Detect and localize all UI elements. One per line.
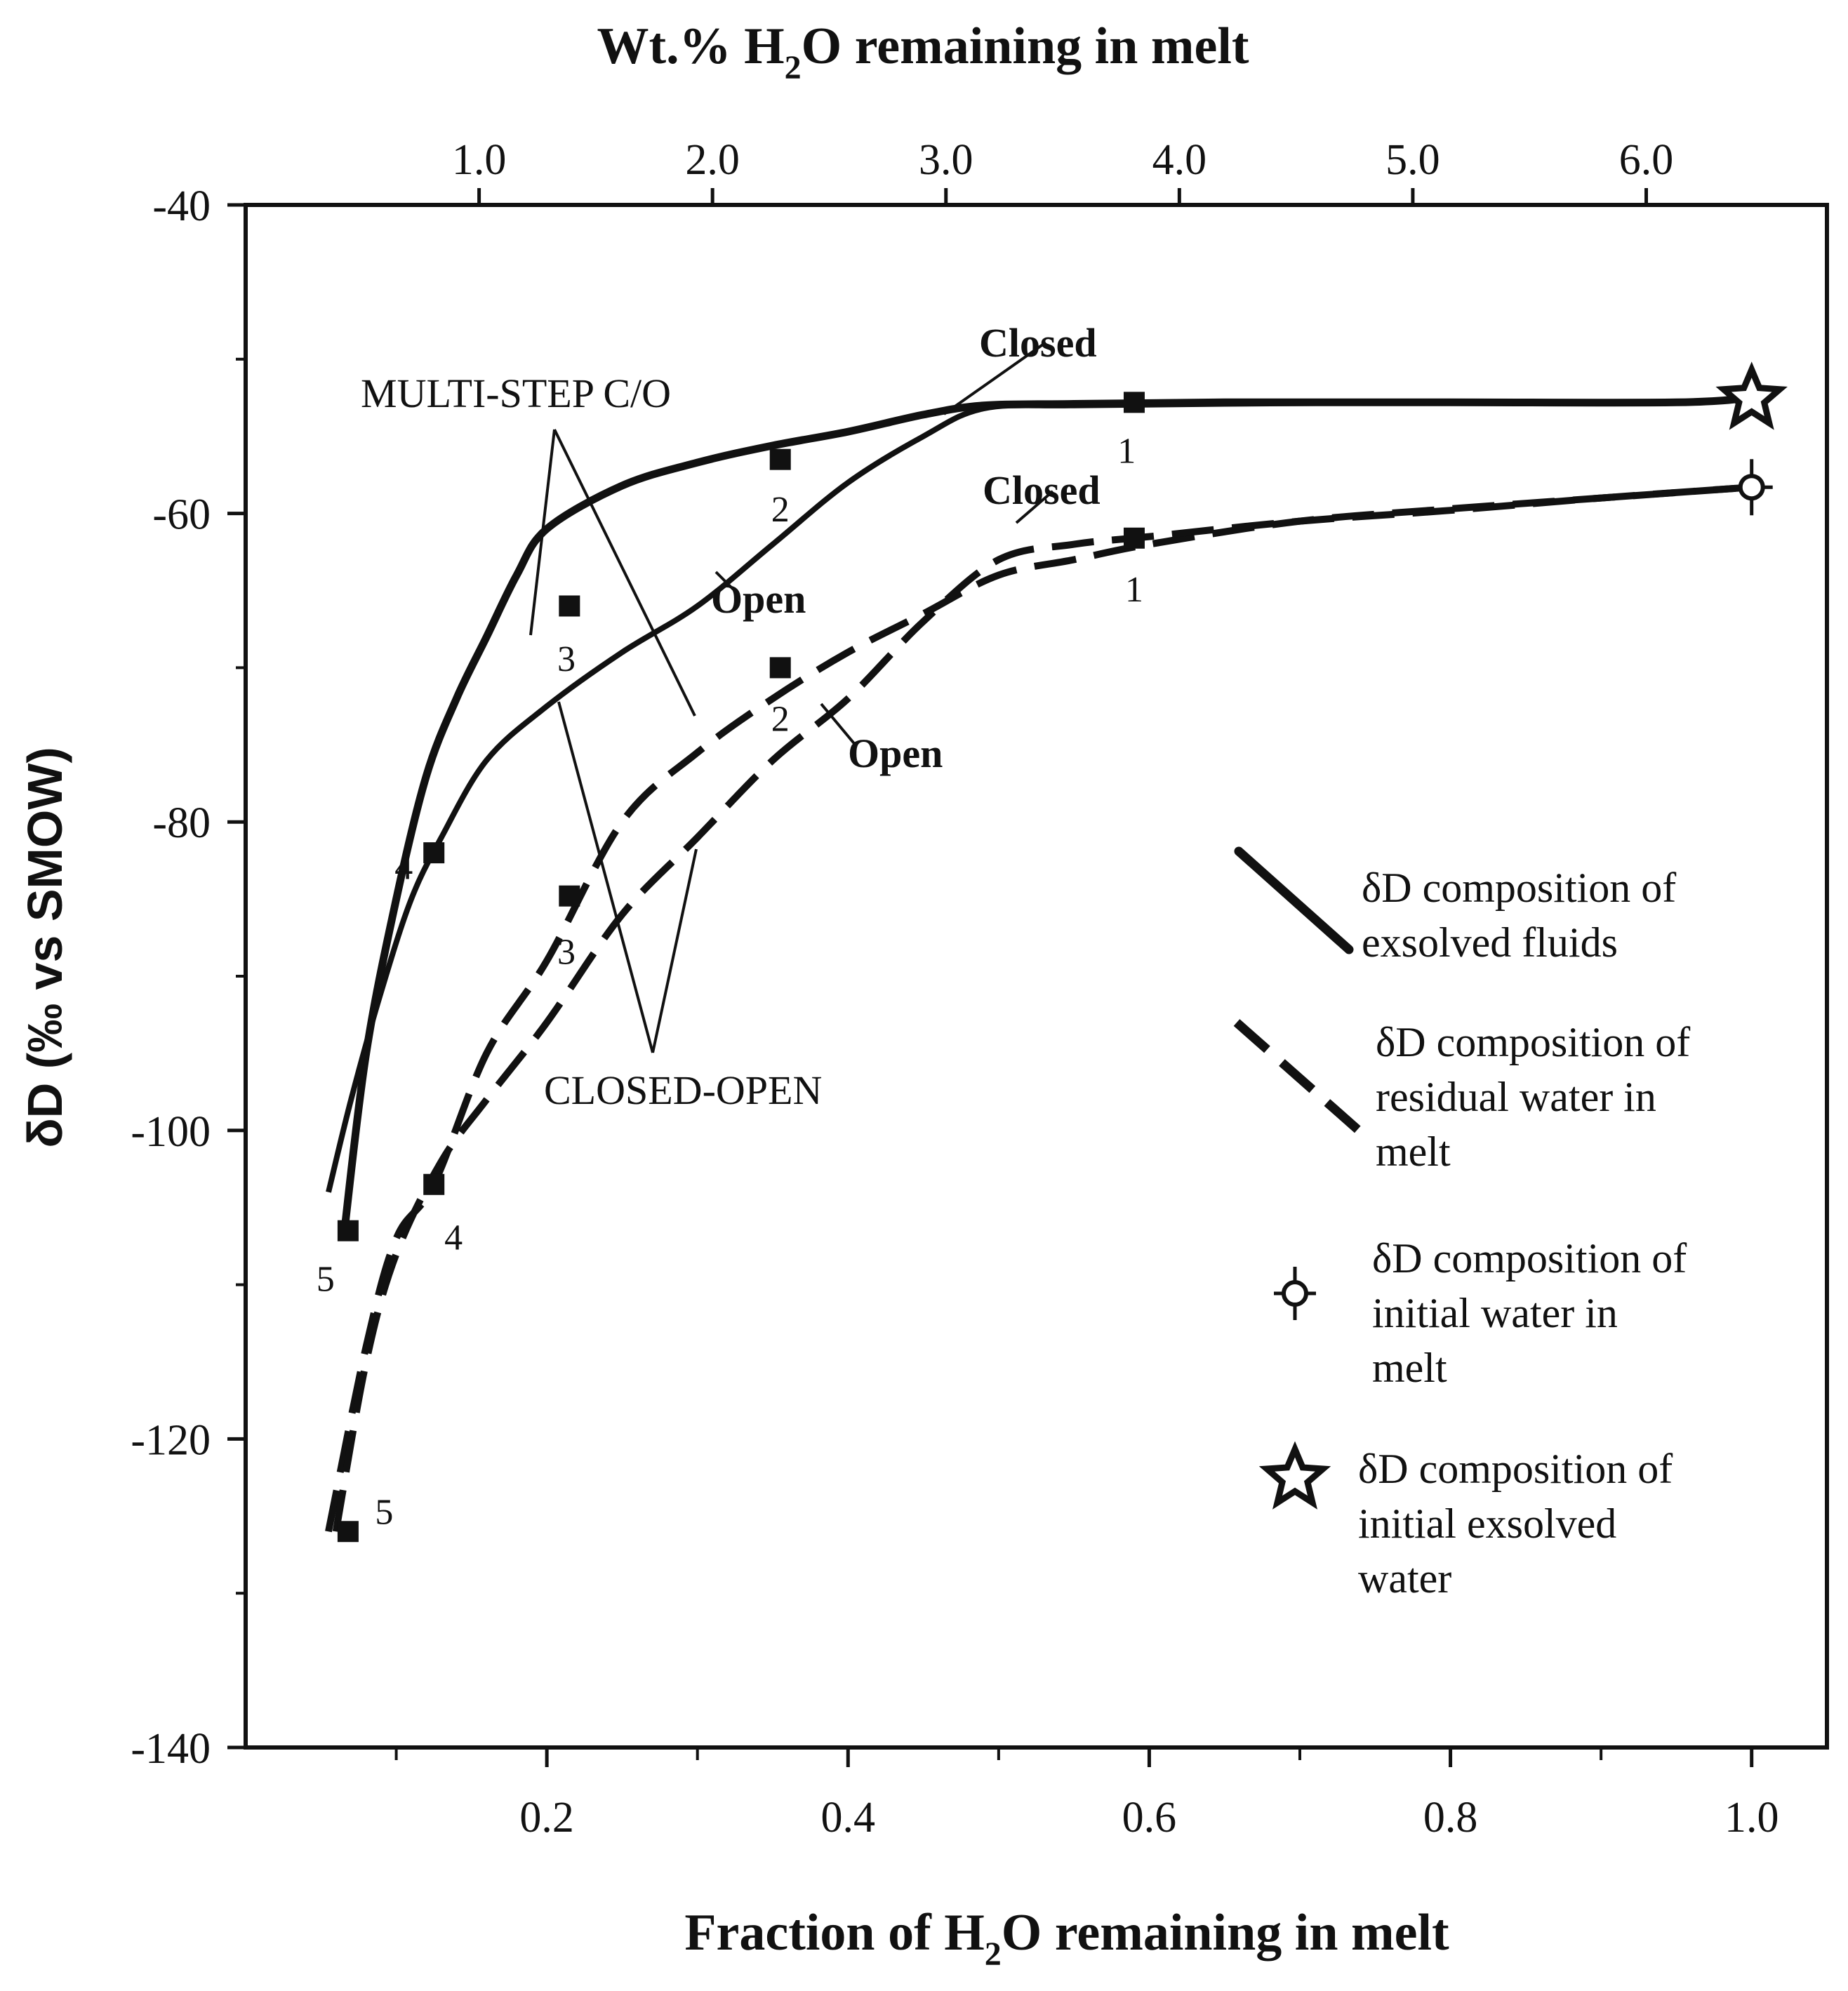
legend-circle-cross-text: δD composition of initial water in melt (1372, 1235, 1697, 1391)
annotation-leader-0 (943, 341, 1047, 415)
legend-dashed-line-text: δD composition of residual water in melt (1376, 1019, 1701, 1175)
annotation-open-top: Open (711, 576, 806, 622)
initial-exsolved-star (1715, 361, 1788, 430)
top-tick-label-2: 3.0 (919, 136, 973, 184)
step-marker-5 (1123, 527, 1145, 549)
x-tick-label-0: 0.2 (519, 1794, 574, 1842)
markers-layer: 1 2 3 4 5 1 2 3 4 5 (317, 392, 1145, 1543)
step-marker-label-8: 4 (444, 1218, 463, 1258)
annotation-leader-2 (714, 571, 735, 591)
y-tick-label-1: -60 (152, 491, 211, 539)
annotation-leader-1 (1015, 490, 1054, 524)
step-marker-label-5: 1 (1125, 570, 1143, 610)
legend-star-text: δD composition of initial exsolved water (1358, 1446, 1683, 1602)
step-marker-1 (769, 448, 791, 470)
step-marker-7 (559, 885, 580, 907)
x-tick-label-3: 0.8 (1423, 1794, 1478, 1842)
x-tick-label-2: 0.6 (1122, 1794, 1177, 1842)
step-marker-3 (423, 842, 445, 864)
legend-star-symbol (1258, 1441, 1331, 1510)
ticks-layer: 0.2 0.4 0.6 0.8 1.0 -40 -60 -80 -100 -120 -140 1.0 2… (131, 136, 1779, 1842)
y-tick-label-0: -40 (152, 182, 211, 230)
annotation-open-bottom: Open (848, 731, 943, 776)
series-line-3 (332, 484, 1753, 1533)
top-tick-label-3: 4.0 (1152, 136, 1207, 184)
initial-water-point (1730, 459, 1773, 516)
annotation-leader-5 (553, 429, 696, 717)
pointers-layer (529, 341, 1054, 1053)
step-marker-6 (769, 657, 791, 679)
annotation-closed-top: Closed (979, 320, 1097, 366)
series-layer (325, 394, 1753, 1533)
x-tick-label-1: 0.4 (821, 1794, 876, 1842)
annotation-leader-4 (529, 429, 556, 636)
y-tick-label-2: -80 (152, 799, 211, 847)
annotation-leader-7 (651, 848, 698, 1053)
top-tick-label-4: 5.0 (1385, 136, 1440, 184)
step-marker-9 (337, 1521, 359, 1543)
top-tick-label-1: 2.0 (685, 136, 740, 184)
series-line-1 (326, 394, 1752, 1193)
annotation-multi-step: MULTI-STEP C/O (361, 371, 671, 416)
annotation-closed-open: CLOSED-OPEN (544, 1067, 822, 1113)
y-tick-label-4: -120 (131, 1416, 211, 1464)
step-marker-4 (337, 1220, 359, 1241)
legend: δD composition of exsolved fluids δD com… (1233, 846, 1701, 1602)
annotation-closed-bottom: Closed (983, 467, 1101, 513)
y-axis-title: δD (‰ vs SMOW) (18, 747, 72, 1147)
y-tick-label-3: -100 (131, 1108, 211, 1156)
annotation-leader-3 (820, 702, 858, 747)
legend-solid-line-symbol (1234, 846, 1354, 954)
top-tick-label-0: 1.0 (452, 136, 507, 184)
step-marker-label-6: 2 (771, 700, 790, 740)
step-marker-8 (423, 1173, 445, 1195)
step-marker-label-0: 1 (1117, 431, 1136, 471)
step-marker-label-2: 3 (557, 639, 576, 679)
special-layer (1715, 361, 1788, 516)
step-marker-label-1: 2 (771, 490, 790, 530)
step-marker-label-7: 3 (557, 933, 576, 973)
legend-circle-cross-symbol (1274, 1267, 1316, 1320)
step-marker-2 (559, 595, 580, 617)
step-marker-label-4: 5 (317, 1260, 335, 1300)
legend-solid-line-text: δD composition of exsolved fluids (1362, 865, 1687, 966)
initial-exsolved-point (1715, 361, 1788, 430)
step-marker-label-3: 4 (394, 848, 413, 888)
y-tick-label-5: -140 (131, 1725, 211, 1773)
top-axis-title: Wt.% H2O remaining in melt (597, 18, 1249, 86)
top-tick-label-5: 6.0 (1619, 136, 1674, 184)
x-axis-title: Fraction of H2O remaining in melt (684, 1904, 1449, 1973)
step-marker-label-9: 5 (375, 1493, 393, 1533)
step-marker-0 (1123, 392, 1145, 413)
initial-water-circle (1738, 474, 1765, 501)
annotation-leader-6 (557, 701, 654, 1053)
legend-dashed-line-symbol (1233, 1019, 1362, 1133)
x-tick-label-4: 1.0 (1724, 1794, 1779, 1842)
